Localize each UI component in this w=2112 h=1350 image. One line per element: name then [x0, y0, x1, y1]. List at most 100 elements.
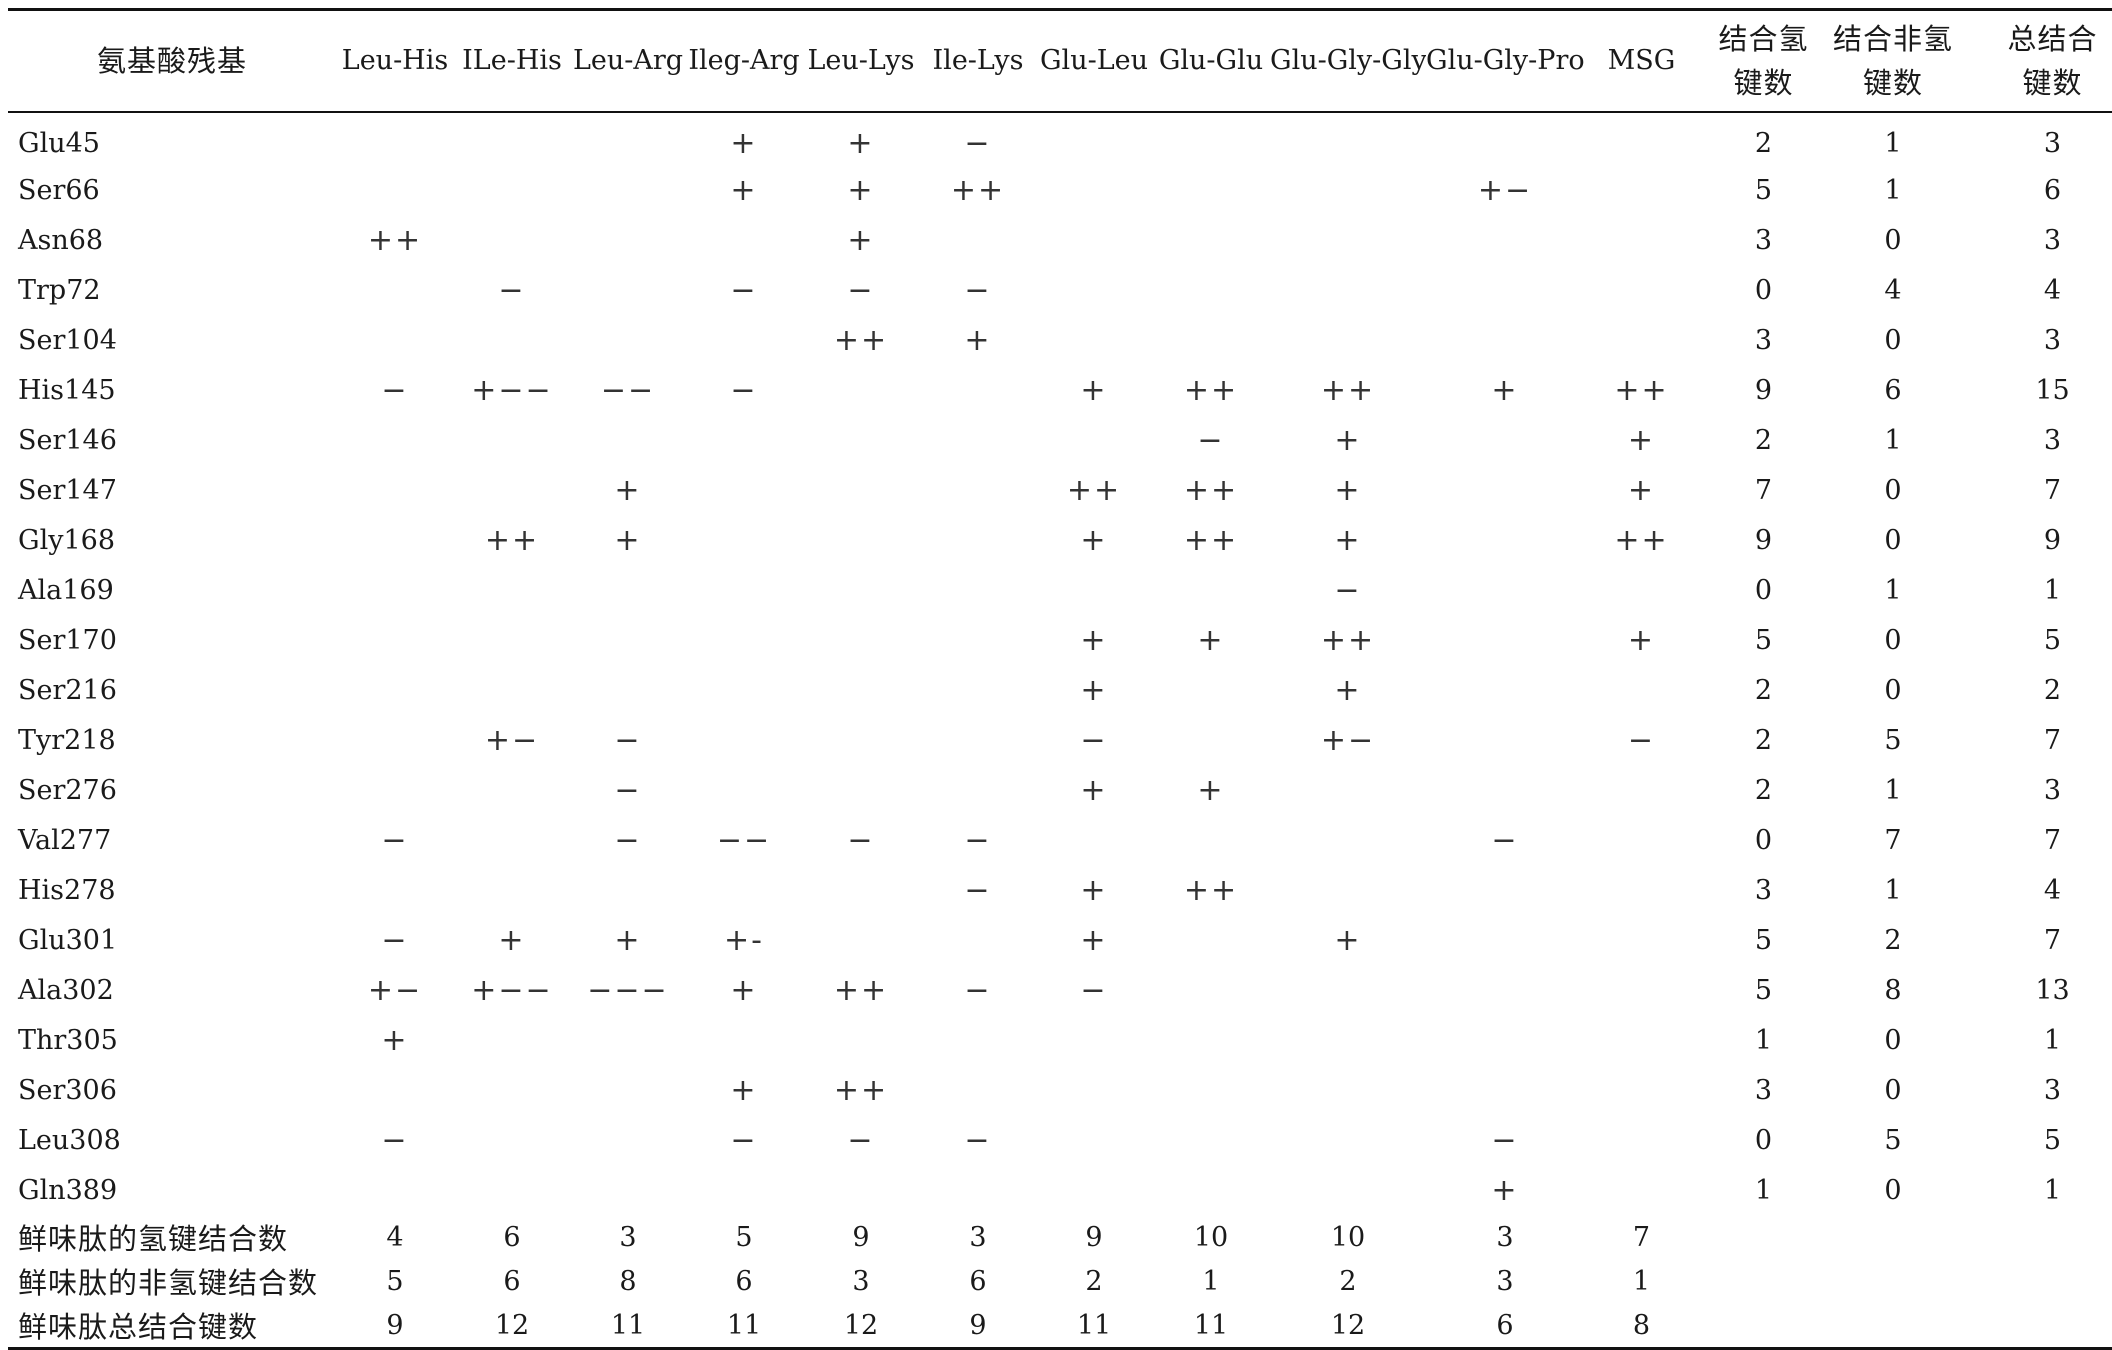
count-header-line: 键数 [1733, 66, 1794, 100]
binding-mark-cell: − [964, 272, 992, 308]
binding-mark-cell: + [1080, 772, 1108, 808]
bond-count-cell: 3 [2043, 424, 2062, 456]
table-row: Ser147 + ++ ++ + +7 0 7 [8, 465, 2112, 515]
binding-mark-cell: − [498, 272, 526, 308]
residue-label: Glu45 [18, 127, 100, 159]
binding-mark-cell [1152, 215, 1270, 265]
residue-label: Glu301 [18, 924, 118, 956]
binding-mark-cell [1270, 1065, 1426, 1115]
binding-mark-cell [1152, 315, 1270, 365]
peptide-column-header: Leu-Arg [570, 8, 686, 113]
binding-mark-cell [1426, 265, 1584, 315]
binding-mark-cell [1270, 965, 1426, 1015]
binding-mark-cell: + [1627, 472, 1656, 508]
table-row: Ser146 − + +2 1 3 [8, 415, 2112, 465]
binding-mark-cell: −− [716, 822, 772, 858]
binding-mark-cell [1270, 1165, 1426, 1215]
binding-mark-cell [1584, 1115, 1699, 1165]
binding-mark-cell: + [1491, 372, 1519, 408]
summary-value-cell: 12 [454, 1303, 570, 1350]
binding-mark-cell [1036, 1015, 1152, 1065]
residue-label: Ser170 [18, 624, 117, 656]
binding-mark-cell: ++ [484, 522, 540, 558]
table-row: Leu308 − − − − − 0 5 5 [8, 1115, 2112, 1165]
binding-mark-cell [336, 112, 454, 165]
binding-mark-cell [1426, 415, 1584, 465]
binding-mark-cell [1426, 765, 1584, 815]
binding-mark-cell [1584, 315, 1699, 365]
binding-mark-cell [1152, 1015, 1270, 1065]
binding-mark-cell [570, 315, 686, 365]
binding-mark-cell: +−− [471, 372, 553, 408]
empty-cell [1699, 1259, 1828, 1303]
binding-mark-cell: + [1627, 422, 1656, 458]
binding-mark-cell [570, 615, 686, 665]
binding-mark-cell [570, 1015, 686, 1065]
summary-value-cell: 8 [1584, 1303, 1699, 1350]
binding-mark-cell [1036, 165, 1152, 215]
binding-mark-cell [920, 765, 1036, 815]
binding-mark-cell: +−− [471, 972, 553, 1008]
binding-mark-cell [1036, 1065, 1152, 1115]
table-row: Glu45 + + − 2 1 3 [8, 112, 2112, 165]
bond-count-cell: 1 [1754, 1024, 1773, 1056]
binding-mark-cell [1036, 315, 1152, 365]
binding-mark-cell [920, 665, 1036, 715]
binding-mark-cell [1152, 112, 1270, 165]
binding-mark-cell [570, 1065, 686, 1115]
binding-mark-cell [454, 615, 570, 665]
binding-mark-cell [802, 365, 920, 415]
residue-label: Thr305 [18, 1024, 118, 1056]
binding-mark-cell [802, 915, 920, 965]
binding-mark-cell [920, 215, 1036, 265]
bond-count-cell: 6 [1884, 374, 1902, 406]
binding-mark-cell: − [1491, 822, 1519, 858]
binding-sites-table: 氨基酸残基 Leu-His ILe-His Leu-Arg Ileg-Arg Leu-L… [8, 8, 2112, 1350]
bond-count-cell: 0 [1884, 674, 1902, 706]
summary-value-cell: 11 [570, 1303, 686, 1350]
bond-count-cell: 0 [1884, 224, 1902, 256]
binding-mark-cell [802, 515, 920, 565]
binding-mark-cell [454, 415, 570, 465]
binding-mark-cell: + [1334, 922, 1362, 958]
binding-mark-cell: +− [367, 972, 423, 1008]
summary-row: 鲜味肽总结合键数 9 12 11 11 12 9 11 11 12 6 8 [8, 1303, 2112, 1350]
binding-mark-cell: + [498, 922, 526, 958]
binding-mark-cell [1152, 1115, 1270, 1165]
binding-mark-cell [1036, 215, 1152, 265]
binding-mark-cell: ++ [1066, 472, 1122, 508]
bond-count-cell: 8 [1884, 974, 1902, 1006]
binding-mark-cell: + [847, 222, 875, 258]
binding-mark-cell [802, 1165, 920, 1215]
summary-value-cell: 10 [1330, 1221, 1366, 1253]
binding-mark-cell [454, 165, 570, 215]
table-row: His278− + ++ 3 1 4 [8, 865, 2112, 915]
binding-mark-cell [570, 165, 686, 215]
table-row: Ala169 − 0 1 1 [8, 565, 2112, 615]
bond-count-cell: 0 [1884, 1024, 1902, 1056]
binding-mark-cell: + [1334, 422, 1362, 458]
binding-mark-cell: + [1334, 522, 1362, 558]
binding-mark-cell: − [1080, 972, 1108, 1008]
peptide-column-header: Glu-Gly-Pro [1426, 8, 1584, 113]
residue-label: Ala169 [18, 574, 114, 606]
bond-count-cell: 1 [2043, 1174, 2062, 1206]
bond-count-cell: 0 [1884, 524, 1902, 556]
summary-value-cell: 6 [735, 1265, 753, 1297]
binding-mark-cell: + [381, 1022, 409, 1058]
bond-count-cell: 1 [1884, 874, 1902, 906]
binding-mark-cell [686, 1165, 802, 1215]
binding-mark-cell [802, 615, 920, 665]
binding-mark-cell [802, 1015, 920, 1065]
binding-mark-cell [802, 865, 920, 915]
binding-mark-cell: − [730, 272, 758, 308]
bond-count-cell: 4 [1884, 274, 1902, 306]
bond-count-cell: 5 [1754, 974, 1773, 1006]
summary-value-cell: 9 [336, 1303, 454, 1350]
binding-mark-cell [802, 715, 920, 765]
summary-label: 鲜味肽的氢键结合数 [18, 1222, 289, 1256]
bond-count-cell: 7 [2043, 924, 2062, 956]
binding-mark-cell [336, 715, 454, 765]
bond-count-cell: 2 [1754, 127, 1773, 159]
binding-mark-cell [1584, 815, 1699, 865]
